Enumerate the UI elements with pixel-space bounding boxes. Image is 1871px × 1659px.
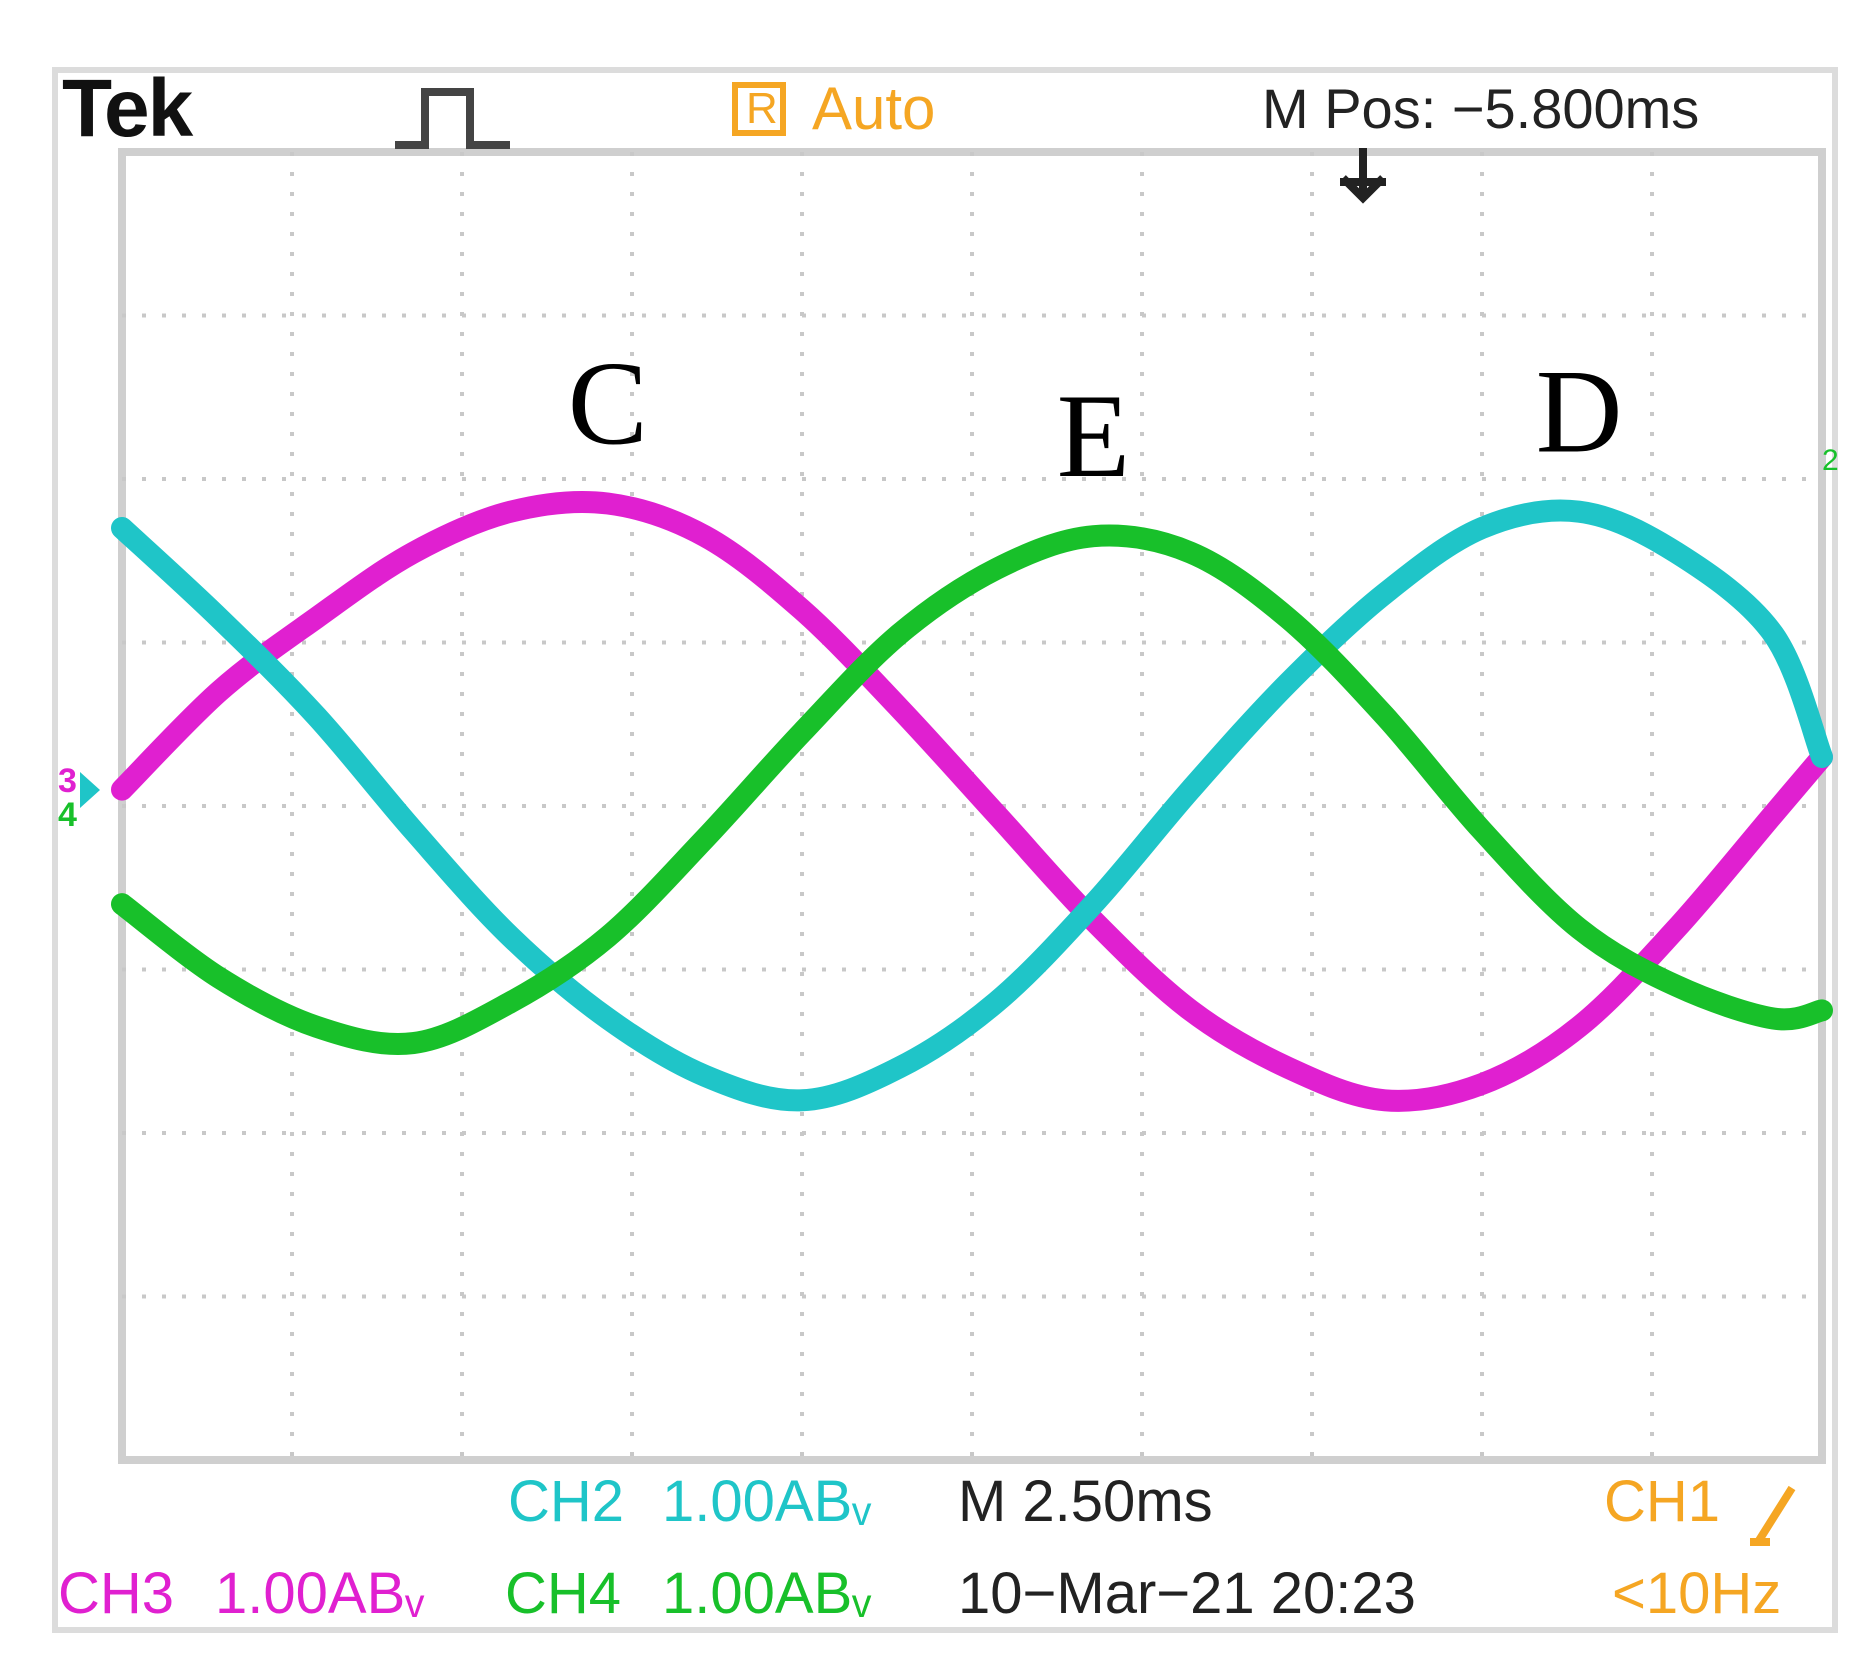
run-square-icon: R (732, 82, 786, 136)
trigger-pulse-icon (395, 88, 510, 149)
ch2-scale: 1.00ABᵥ (662, 1469, 871, 1534)
horizontal-position: M Pos: −5.800ms (1262, 77, 1700, 140)
datetime: 10−Mar−21 20:23 (958, 1561, 1416, 1626)
trace-ch2 (111, 499, 1833, 1112)
ch3-scale: 1.00ABᵥ (215, 1561, 424, 1626)
trigger-position-arrow-icon (1340, 148, 1386, 204)
ch4-label: CH4 (505, 1561, 622, 1626)
annotation-label: E (1057, 369, 1130, 502)
ch2-label: CH2 (508, 1469, 625, 1534)
trigger-frequency: <10Hz (1612, 1561, 1782, 1626)
waveform-annotations: C D E (568, 337, 1623, 503)
rising-edge-icon (1750, 1485, 1796, 1546)
annotation-label: D (1536, 345, 1623, 478)
ground-marker-arrow-icon (80, 772, 100, 808)
ch-marker-3: 3 (58, 762, 77, 800)
ch4-scale: 1.00ABᵥ (662, 1561, 871, 1626)
ch-marker-4: 4 (58, 796, 77, 834)
trace-ch4 (111, 524, 1833, 1056)
trigger-source: CH1 (1604, 1469, 1721, 1534)
trigger-mode: Auto (812, 75, 936, 142)
annotation-label: C (568, 337, 648, 470)
timebase: M 2.50ms (958, 1469, 1213, 1534)
trace-ch3 (111, 490, 1833, 1112)
brand-logo: Tek (62, 63, 193, 154)
ch-marker-2: 2 (1822, 444, 1839, 477)
waveform-traces (111, 490, 1833, 1112)
ch3-label: CH3 (58, 1561, 175, 1626)
